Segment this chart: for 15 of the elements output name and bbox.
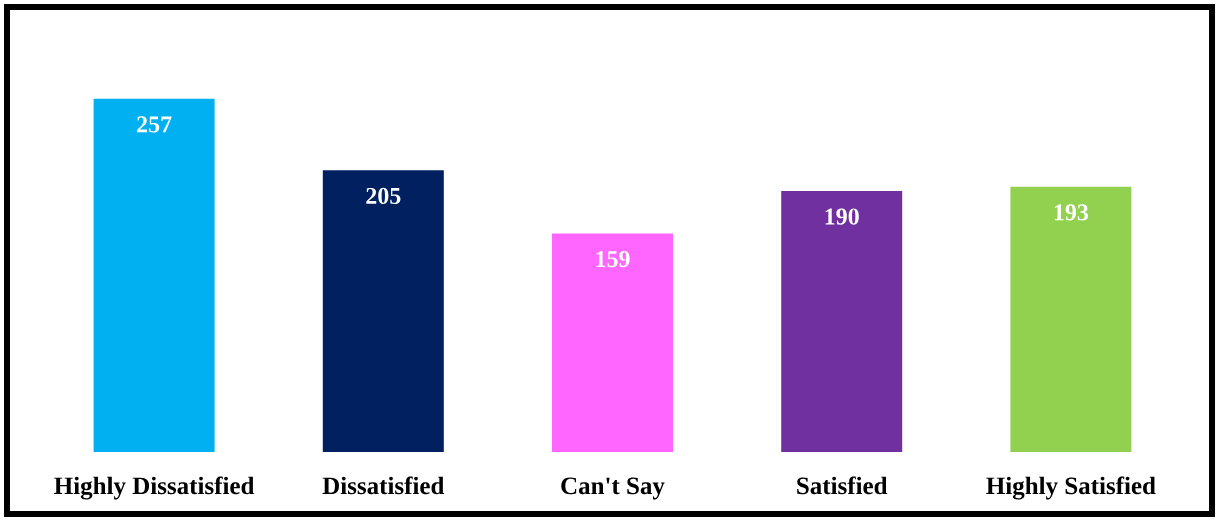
data-label: 159 <box>596 251 630 268</box>
bar <box>93 98 215 452</box>
bar <box>322 170 444 452</box>
bar <box>781 190 903 452</box>
data-label: 205 <box>366 187 401 205</box>
x-tick-label: Satisfied <box>797 476 888 495</box>
x-tick-label: Highly Satisfied <box>986 476 1156 500</box>
data-label: 190 <box>825 208 859 225</box>
bar <box>552 233 673 452</box>
data-label: 193 <box>1054 204 1089 221</box>
x-tick-label: Can't Say <box>561 477 665 500</box>
data-label: 257 <box>137 116 172 133</box>
bar <box>1010 186 1132 452</box>
x-tick-label: Highly Dissatisfied <box>54 476 255 500</box>
x-tick-label: Dissatisfied <box>322 476 445 495</box>
